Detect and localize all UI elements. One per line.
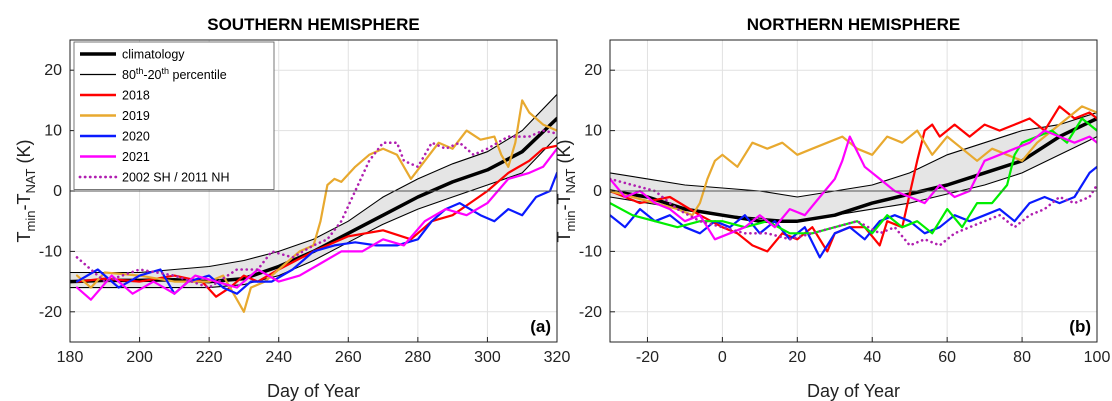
x-tick-label: 240 xyxy=(265,349,292,366)
panel-label: (b) xyxy=(1069,317,1091,336)
y-axis-label: Tmin-TNAT (K) xyxy=(14,140,38,243)
percentile-80-line xyxy=(70,94,557,274)
panel-title: NORTHERN HEMISPHERE xyxy=(747,15,960,34)
x-tick-label: 220 xyxy=(196,349,223,366)
plot-area xyxy=(610,105,1097,259)
series-line-green xyxy=(610,117,1097,235)
x-axis-label: Day of Year xyxy=(267,381,360,401)
x-tick-label: 180 xyxy=(57,349,84,366)
x-axis-label: Day of Year xyxy=(807,381,900,401)
series-line-2020 xyxy=(75,171,557,295)
panel-title: SOUTHERN HEMISPHERE xyxy=(207,15,420,34)
x-tick-label: 280 xyxy=(405,349,432,366)
y-tick-label: 20 xyxy=(44,62,62,79)
y-tick-label: 0 xyxy=(593,183,602,200)
panel-label: (a) xyxy=(530,317,551,336)
series-line-2002-sh-2011-nh xyxy=(75,129,557,289)
y-tick-label: -20 xyxy=(579,304,602,321)
x-tick-label: 0 xyxy=(718,349,727,366)
y-tick-label: 20 xyxy=(584,62,602,79)
legend-label: 80th-20th percentile xyxy=(122,66,227,82)
y-tick-label: -10 xyxy=(579,243,602,260)
percentile-80-line xyxy=(610,111,1097,198)
y-tick-label: 10 xyxy=(584,123,602,140)
legend: climatology 80th-20th percentile 2018 2019 2… xyxy=(73,41,275,190)
x-tick-label: 20 xyxy=(788,349,806,366)
panel-b: -20 0 20 40 60 80 100 -20 -10 0 10 20 NORTHERN HEMIS… xyxy=(554,15,1110,401)
x-tick-label: -20 xyxy=(636,349,659,366)
series-line-2021 xyxy=(610,129,1097,241)
legend-label: 2021 xyxy=(122,150,150,164)
y-tick-label: -10 xyxy=(39,243,62,260)
x-tick-label: 100 xyxy=(1084,349,1111,366)
y-axis-label: Tmin-TNAT (K) xyxy=(554,140,578,243)
y-tick-label: 0 xyxy=(53,183,62,200)
x-tick-label: 260 xyxy=(335,349,362,366)
series-line-2018 xyxy=(75,144,557,298)
legend-label: climatology xyxy=(122,48,185,62)
x-tick-label: 80 xyxy=(1013,349,1031,366)
x-tick-label: 60 xyxy=(938,349,956,366)
y-tick-label: 10 xyxy=(44,123,62,140)
y-tick-label: -20 xyxy=(39,304,62,321)
series-line-2019 xyxy=(75,99,557,313)
series-line-2020 xyxy=(610,165,1097,259)
x-tick-label: 40 xyxy=(863,349,881,366)
legend-label: 2002 SH / 2011 NH xyxy=(122,171,229,185)
x-tick-label: 200 xyxy=(126,349,153,366)
legend-label: 2019 xyxy=(122,109,150,123)
panel-a: 180 200 220 240 260 280 300 320 -20 -10 0 10 20 SOUTH… xyxy=(14,15,570,401)
percentile-band xyxy=(610,112,1097,222)
legend-label: 2018 xyxy=(122,89,150,103)
x-tick-label: 320 xyxy=(544,349,571,366)
x-tick-label: 300 xyxy=(474,349,501,366)
series-line-2021 xyxy=(75,147,557,301)
series-line-2018 xyxy=(610,105,1097,253)
legend-label: 2020 xyxy=(122,130,150,144)
series-line-2002-sh-2011-nh xyxy=(610,177,1097,247)
